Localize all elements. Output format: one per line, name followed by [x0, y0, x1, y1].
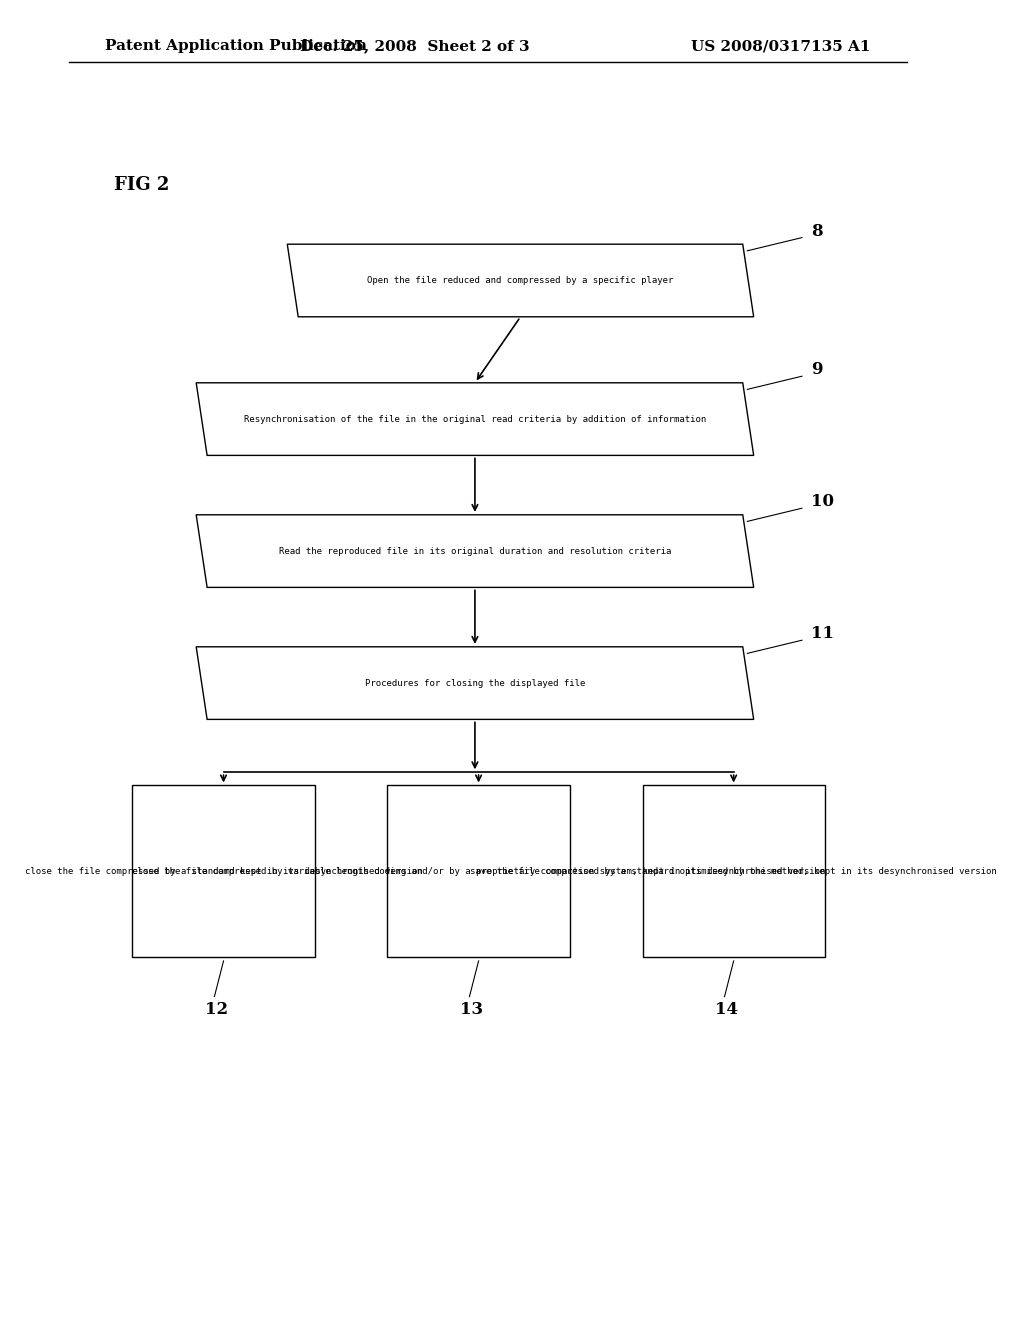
Text: US 2008/0317135 A1: US 2008/0317135 A1 [691, 40, 870, 53]
Text: close the file compressed by variable length coding and/or by a proprietary comp: close the file compressed by variable le… [132, 867, 825, 875]
Text: close the file compressed by a standard kept in its desynchronised version: close the file compressed by a standard … [25, 867, 422, 875]
Text: Read the reproduced file in its original duration and resolution criteria: Read the reproduced file in its original… [279, 546, 671, 556]
Text: 13: 13 [461, 1002, 483, 1018]
Polygon shape [288, 244, 754, 317]
Text: FIG 2: FIG 2 [115, 176, 170, 194]
Text: Resynchronisation of the file in the original read criteria by addition of infor: Resynchronisation of the file in the ori… [244, 414, 707, 424]
Text: Procedures for closing the displayed file: Procedures for closing the displayed fil… [365, 678, 585, 688]
Text: 14: 14 [716, 1002, 738, 1018]
Text: 8: 8 [811, 223, 822, 239]
Text: Open the file reduced and compressed by a specific player: Open the file reduced and compressed by … [368, 276, 674, 285]
FancyBboxPatch shape [642, 785, 824, 957]
Text: save the file compressed by a standard optimised by the method, kept in its desy: save the file compressed by a standard o… [470, 867, 997, 875]
Polygon shape [197, 515, 754, 587]
Text: 12: 12 [205, 1002, 228, 1018]
Polygon shape [197, 383, 754, 455]
FancyBboxPatch shape [387, 785, 569, 957]
Text: Patent Application Publication: Patent Application Publication [105, 40, 367, 53]
Text: 11: 11 [811, 626, 835, 642]
Text: 9: 9 [811, 362, 822, 378]
FancyBboxPatch shape [132, 785, 314, 957]
Text: Dec. 25, 2008  Sheet 2 of 3: Dec. 25, 2008 Sheet 2 of 3 [300, 40, 529, 53]
Polygon shape [197, 647, 754, 719]
Text: 10: 10 [811, 494, 835, 510]
